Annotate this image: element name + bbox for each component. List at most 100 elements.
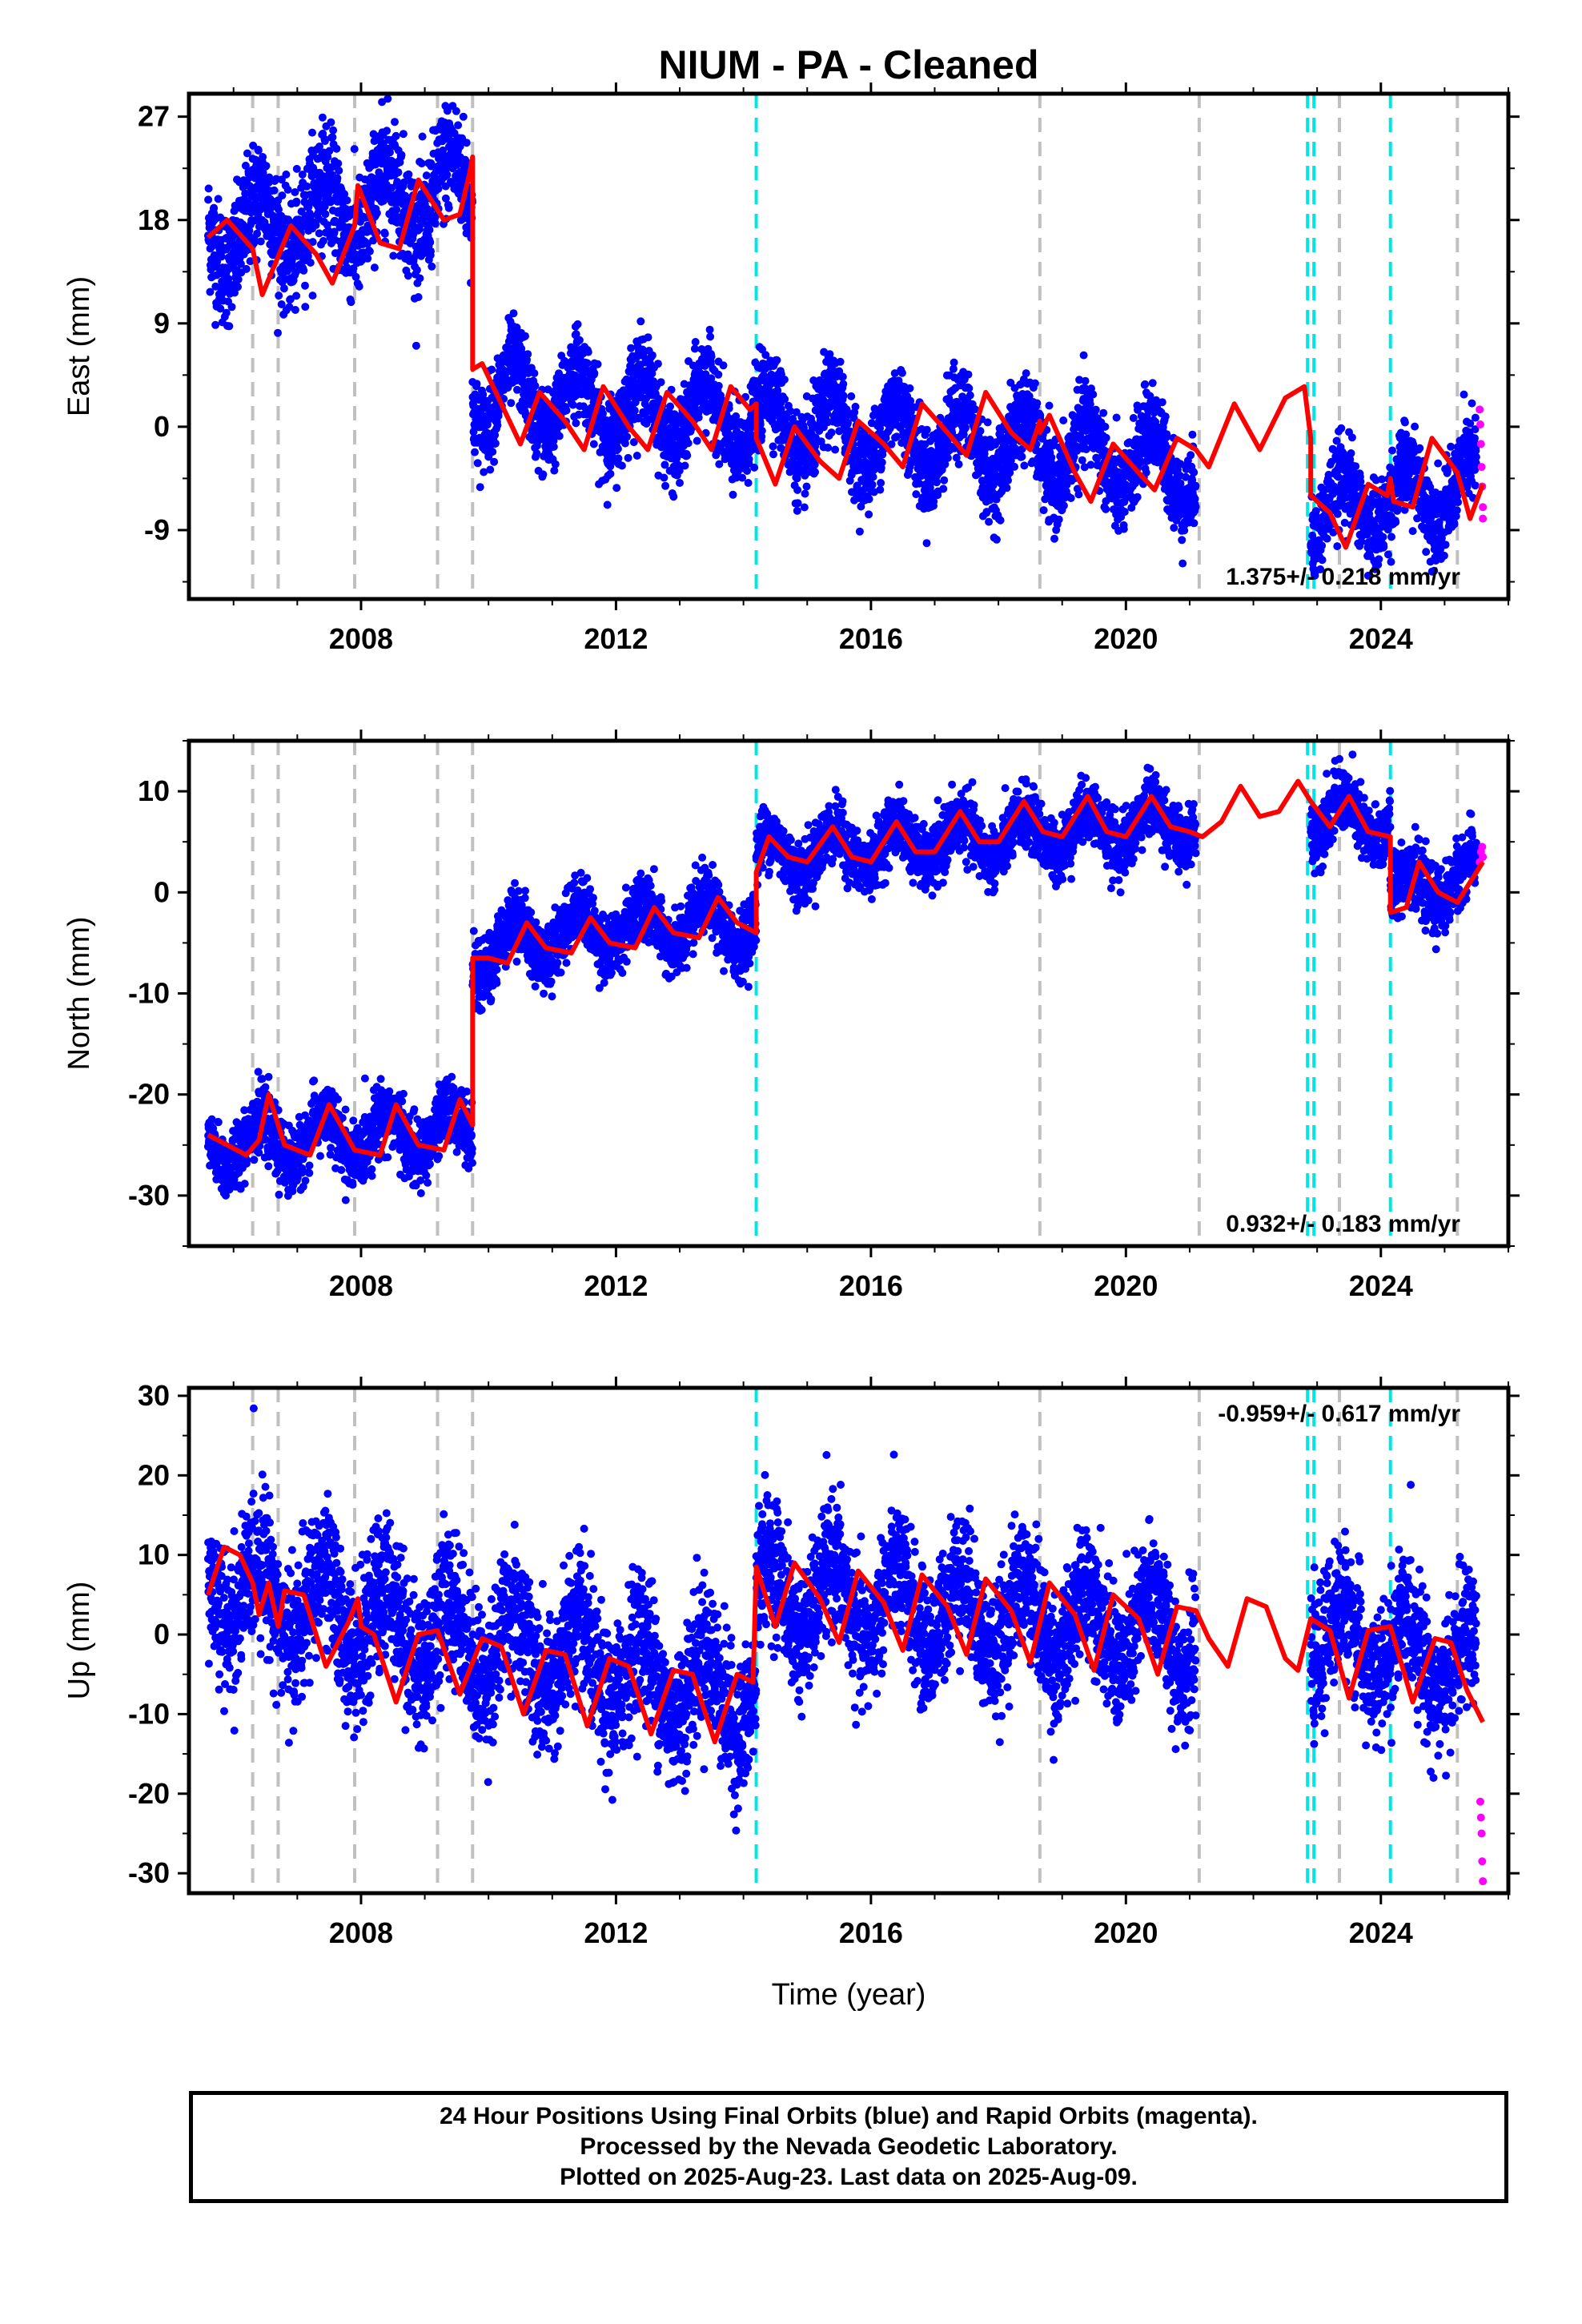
- data-point: [301, 303, 310, 312]
- data-point: [623, 432, 632, 441]
- data-point: [254, 147, 263, 155]
- data-point: [855, 527, 864, 536]
- data-point: [1022, 369, 1030, 378]
- data-point: [714, 370, 723, 379]
- data-point: [939, 485, 948, 493]
- data-point: [225, 322, 234, 331]
- data-point: [1010, 462, 1018, 471]
- data-point: [1045, 401, 1054, 410]
- data-point: [292, 197, 301, 206]
- data-point: [996, 516, 1005, 525]
- data-point: [1020, 461, 1029, 470]
- data-point: [793, 506, 801, 515]
- data-point: [444, 203, 453, 212]
- data-point: [391, 131, 400, 140]
- data-point: [299, 266, 308, 275]
- data-point: [691, 338, 700, 346]
- data-point: [204, 195, 213, 204]
- data-point: [303, 182, 311, 191]
- data-point: [422, 171, 431, 180]
- data-point: [425, 226, 434, 234]
- data-point: [847, 392, 856, 400]
- data-point: [1033, 399, 1042, 408]
- data-point: [1101, 422, 1110, 431]
- data-point: [270, 186, 279, 195]
- data-point: [629, 438, 638, 447]
- data-point: [824, 444, 833, 452]
- data-point: [350, 145, 359, 154]
- data-point: [693, 436, 701, 445]
- data-point: [343, 196, 351, 205]
- data-point: [801, 489, 809, 498]
- data-point: [340, 190, 349, 199]
- data-point: [488, 365, 496, 374]
- data-point: [292, 164, 301, 173]
- data-point: [1119, 525, 1128, 533]
- data-point: [1102, 433, 1110, 442]
- data-point: [681, 461, 689, 470]
- data-point: [648, 351, 656, 360]
- data-point: [400, 178, 408, 187]
- data-point: [318, 113, 327, 122]
- data-point: [954, 460, 963, 468]
- data-point: [262, 162, 271, 171]
- data-point: [1074, 490, 1083, 499]
- data-point: [204, 184, 213, 193]
- data-point: [333, 174, 342, 183]
- data-point: [426, 238, 435, 247]
- data-point: [327, 118, 335, 127]
- data-point: [1091, 405, 1100, 414]
- data-point: [706, 332, 715, 341]
- data-point: [369, 236, 378, 245]
- data-point: [288, 261, 297, 270]
- data-point: [490, 457, 499, 466]
- data-point: [719, 361, 728, 370]
- data-point: [632, 452, 641, 460]
- data-point: [922, 539, 931, 548]
- data-point: [1191, 494, 1199, 503]
- data-point: [769, 450, 777, 459]
- data-point: [583, 359, 592, 368]
- data-point: [745, 455, 753, 464]
- data-point: [933, 478, 941, 487]
- data-point: [694, 413, 703, 422]
- data-point: [831, 445, 840, 454]
- data-point: [617, 461, 626, 470]
- data-point: [757, 426, 766, 435]
- data-point: [298, 171, 307, 179]
- data-point: [325, 147, 334, 155]
- data-point: [404, 271, 412, 280]
- data-point: [253, 229, 262, 238]
- data-point: [1191, 502, 1200, 511]
- data-point: [1133, 493, 1142, 501]
- data-point: [1054, 515, 1063, 524]
- data-point: [1089, 390, 1098, 399]
- data-point: [414, 293, 423, 301]
- data-point: [278, 191, 287, 200]
- data-point: [416, 274, 424, 283]
- data-point: [876, 485, 885, 494]
- data-point: [452, 107, 460, 115]
- data-point: [690, 344, 699, 353]
- data-point: [315, 229, 323, 238]
- data-point: [243, 149, 251, 158]
- data-point: [427, 162, 436, 171]
- data-point: [1186, 451, 1195, 460]
- data-point: [707, 352, 716, 361]
- data-point: [1018, 452, 1026, 461]
- data-point: [1158, 398, 1166, 407]
- data-point: [656, 378, 665, 387]
- data-point: [744, 479, 753, 487]
- data-point: [630, 406, 639, 415]
- data-point: [351, 272, 360, 281]
- data-point: [769, 442, 777, 451]
- data-point: [1161, 412, 1170, 421]
- data-point: [793, 485, 802, 494]
- data-point: [653, 360, 662, 368]
- data-point: [404, 170, 413, 179]
- data-point: [319, 236, 327, 245]
- data-point: [644, 333, 652, 342]
- data-point: [434, 184, 443, 193]
- data-point: [1129, 414, 1138, 422]
